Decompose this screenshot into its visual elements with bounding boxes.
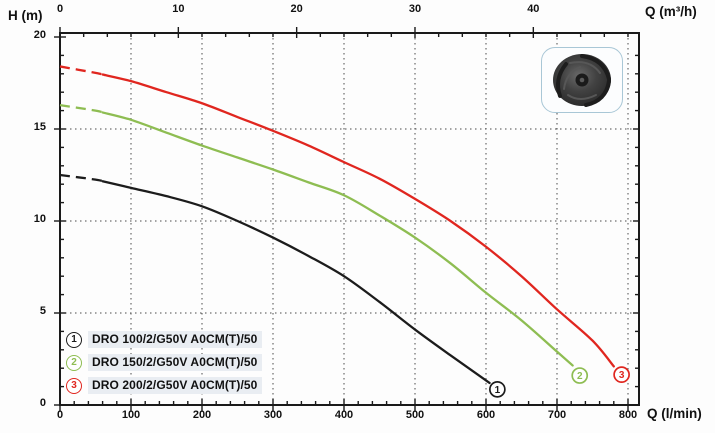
impeller-image-box bbox=[541, 47, 623, 113]
x-top-tick-label-10: 10 bbox=[172, 3, 185, 15]
x-bottom-tick-label-500: 500 bbox=[405, 409, 425, 421]
curve-dashed-3 bbox=[59, 65, 103, 76]
curve-legend: 1 DRO 100/2/G50V A0CM(T)/50 2 DRO 150/2/G50… bbox=[66, 330, 263, 399]
legend-row-2: 2 DRO 150/2/G50V A0CM(T)/50 bbox=[66, 353, 263, 372]
legend-row-3: 3 DRO 200/2/G50V A0CM(T)/50 bbox=[66, 376, 263, 395]
y-axis-title: H (m) bbox=[8, 8, 43, 23]
curve-2 bbox=[101, 111, 574, 367]
x-bottom-tick-label-400: 400 bbox=[334, 409, 354, 421]
x-bottom-tick-label-100: 100 bbox=[121, 409, 141, 421]
curve-end-marker-label-3: 3 bbox=[619, 370, 625, 381]
y-tick-label-20: 20 bbox=[33, 29, 46, 41]
y-tick-label-5: 5 bbox=[39, 305, 46, 317]
legend-number-badge-2: 2 bbox=[66, 354, 82, 371]
x-top-tick-label-40: 40 bbox=[527, 3, 540, 15]
curve-3 bbox=[101, 73, 615, 368]
curve-end-marker-1 bbox=[489, 381, 506, 398]
curve-1 bbox=[101, 180, 491, 385]
curve-end-marker-label-1: 1 bbox=[495, 385, 501, 396]
x-bottom-tick-label-600: 600 bbox=[476, 409, 496, 421]
plot-border bbox=[59, 32, 640, 406]
legend-label-1: DRO 100/2/G50V A0CM(T)/50 bbox=[88, 331, 263, 348]
impeller-icon bbox=[553, 54, 611, 107]
x-bottom-tick-label-700: 700 bbox=[547, 409, 567, 421]
curve-end-marker-3 bbox=[613, 366, 630, 383]
curve-dashed-2 bbox=[59, 103, 103, 114]
y-tick-label-15: 15 bbox=[33, 121, 46, 133]
curve-end-marker-2 bbox=[571, 367, 589, 384]
legend-number-badge-1: 1 bbox=[66, 331, 82, 348]
x-bottom-tick-label-800: 800 bbox=[618, 409, 638, 421]
legend-row-1: 1 DRO 100/2/G50V A0CM(T)/50 bbox=[66, 330, 263, 349]
x-bottom-tick-label-200: 200 bbox=[192, 409, 212, 421]
x-bottom-tick-label-0: 0 bbox=[56, 409, 64, 421]
curve-end-marker-label-2: 2 bbox=[577, 371, 583, 382]
x-top-tick-label-20: 20 bbox=[290, 3, 303, 15]
curve-dashed-1 bbox=[59, 173, 103, 183]
x-axis-bottom-title: Q (l/min) bbox=[647, 406, 702, 421]
x-top-tick-label-30: 30 bbox=[408, 3, 422, 15]
y-tick-label-0: 0 bbox=[39, 397, 46, 409]
x-top-tick-label-0: 0 bbox=[56, 3, 64, 15]
x-bottom-tick-label-300: 300 bbox=[263, 409, 283, 421]
x-axis-top-title: Q (m³/h) bbox=[645, 4, 697, 19]
legend-number-badge-3: 3 bbox=[66, 377, 82, 394]
legend-label-2: DRO 150/2/G50V A0CM(T)/50 bbox=[88, 354, 263, 371]
legend-label-3: DRO 200/2/G50V A0CM(T)/50 bbox=[88, 377, 263, 394]
y-tick-label-10: 10 bbox=[33, 213, 46, 225]
